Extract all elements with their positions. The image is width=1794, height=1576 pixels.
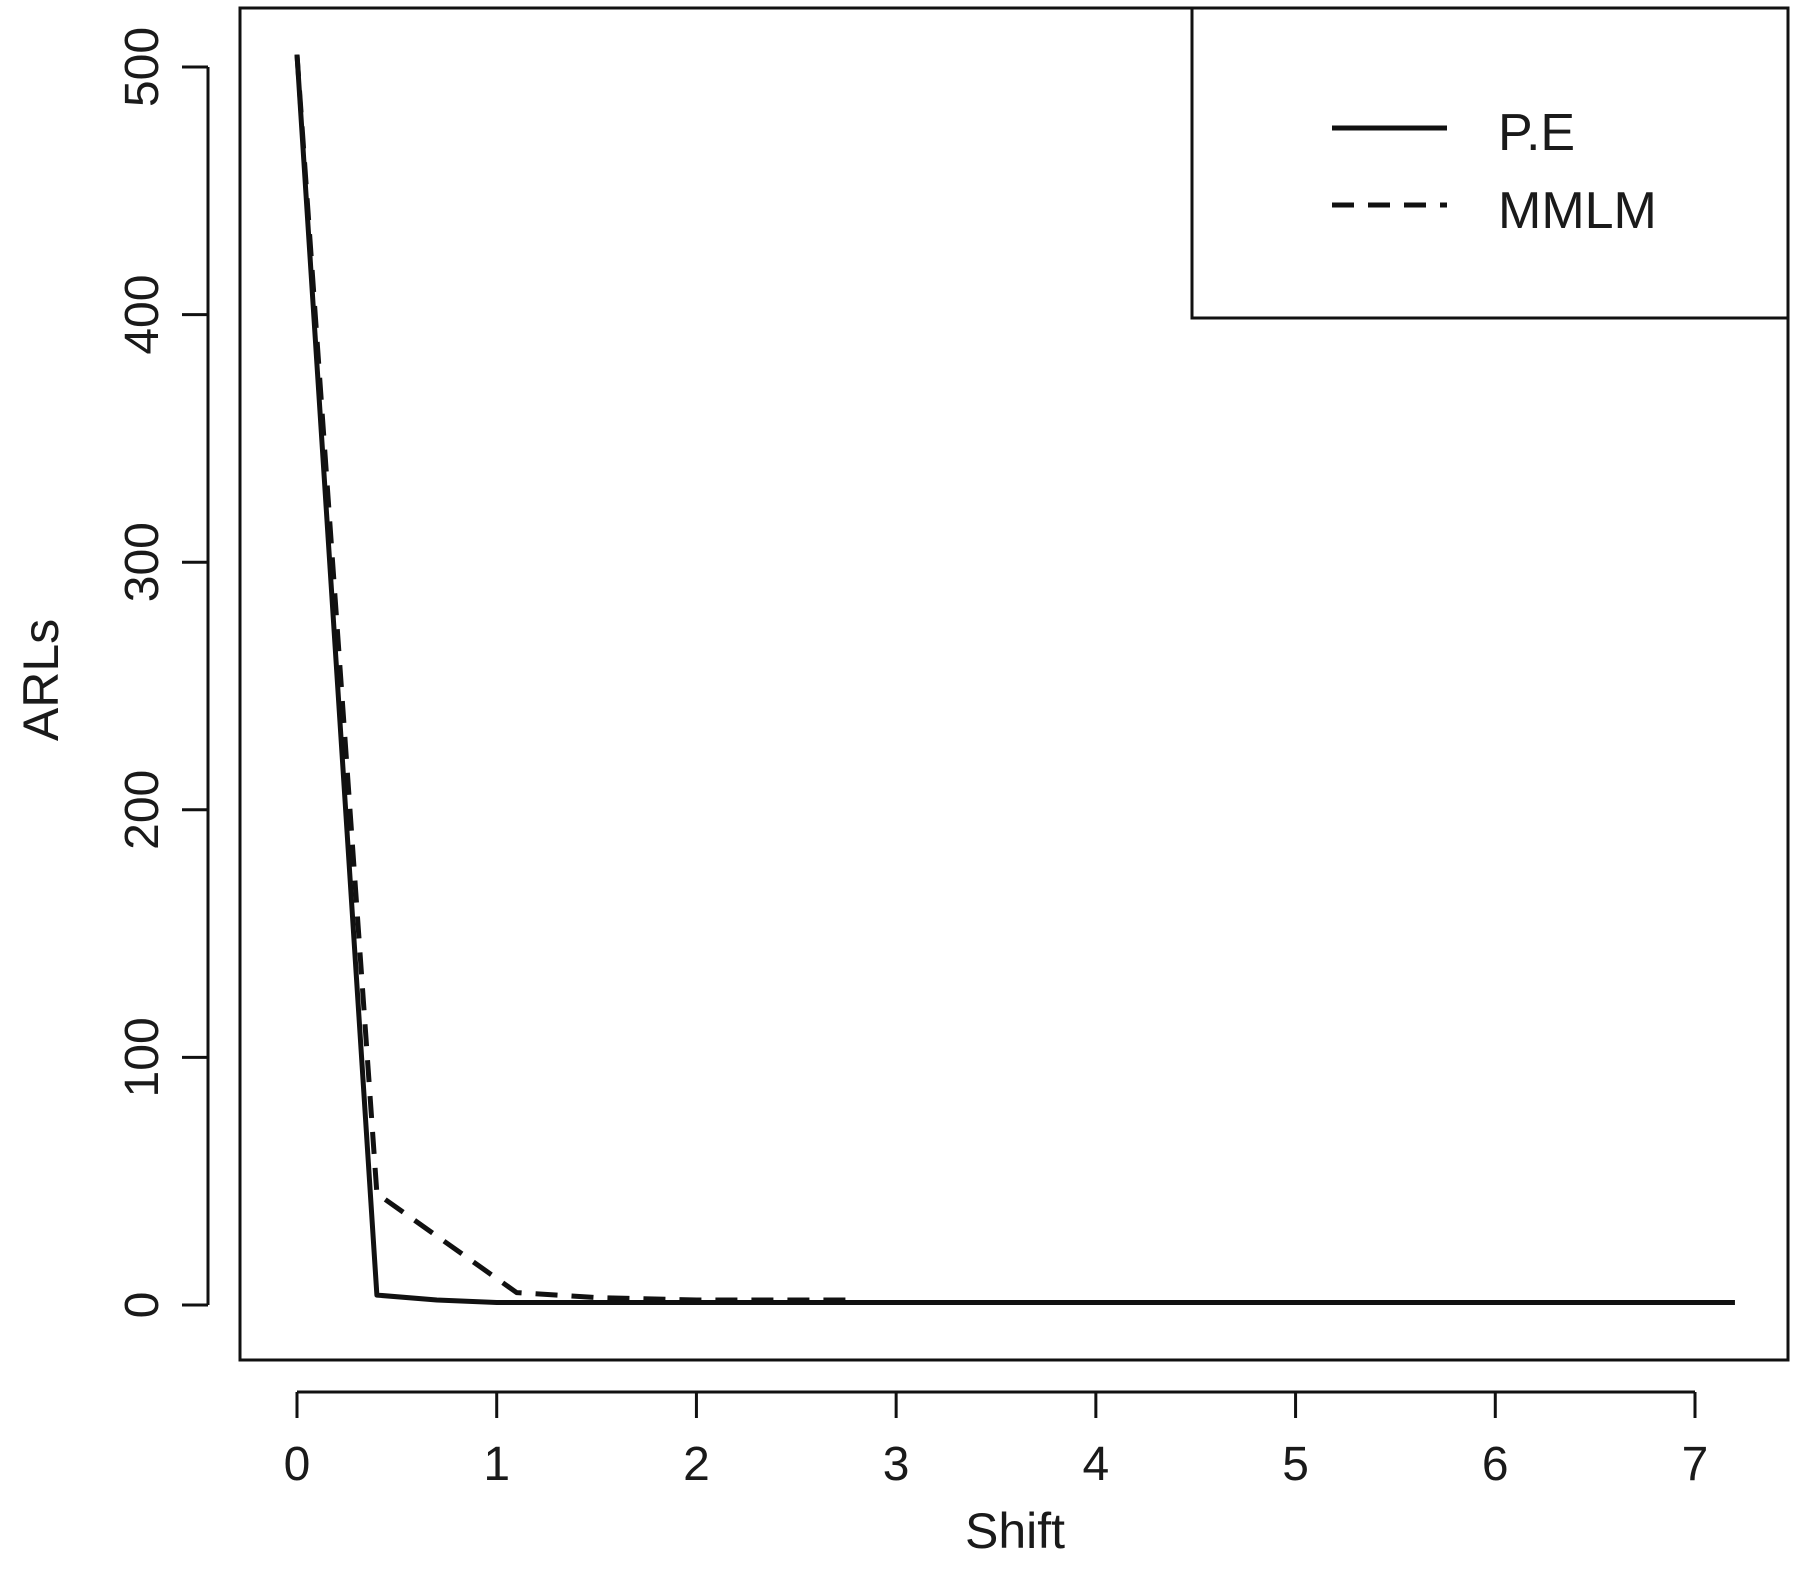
y-tick-label: 500 — [116, 27, 169, 107]
x-tick-label: 0 — [284, 1438, 311, 1491]
x-tick-label: 6 — [1482, 1438, 1509, 1491]
x-tick-label: 2 — [683, 1438, 710, 1491]
y-tick-label: 200 — [116, 770, 169, 850]
plot-frame — [238, 6, 1790, 1362]
x-axis-title: Shift — [965, 1503, 1065, 1559]
series-line-mmlm — [294, 54, 857, 1303]
legend-label-pe: P.E — [1498, 104, 1575, 162]
x-tick-label: 1 — [483, 1438, 510, 1491]
y-tick-label: 400 — [116, 275, 169, 355]
legend: P.E MMLM — [1190, 6, 1790, 320]
x-tick-label: 7 — [1682, 1438, 1709, 1491]
y-tick-label: 300 — [116, 522, 169, 602]
x-axis: 0 1 2 3 4 5 6 7 — [284, 1390, 1709, 1491]
y-axis-title: ARLs — [13, 619, 69, 741]
y-axis: 0 100 200 300 400 500 — [116, 27, 210, 1319]
x-tick-label: 5 — [1282, 1438, 1309, 1491]
series-layer — [294, 54, 1735, 1306]
legend-label-mmlm: MMLM — [1498, 182, 1657, 240]
legend-box — [1190, 6, 1790, 320]
series-line-p-e — [294, 54, 1735, 1306]
y-tick-label: 100 — [116, 1017, 169, 1097]
x-tick-label: 3 — [883, 1438, 910, 1491]
y-tick-label: 0 — [116, 1292, 169, 1319]
x-tick-label: 4 — [1083, 1438, 1110, 1491]
